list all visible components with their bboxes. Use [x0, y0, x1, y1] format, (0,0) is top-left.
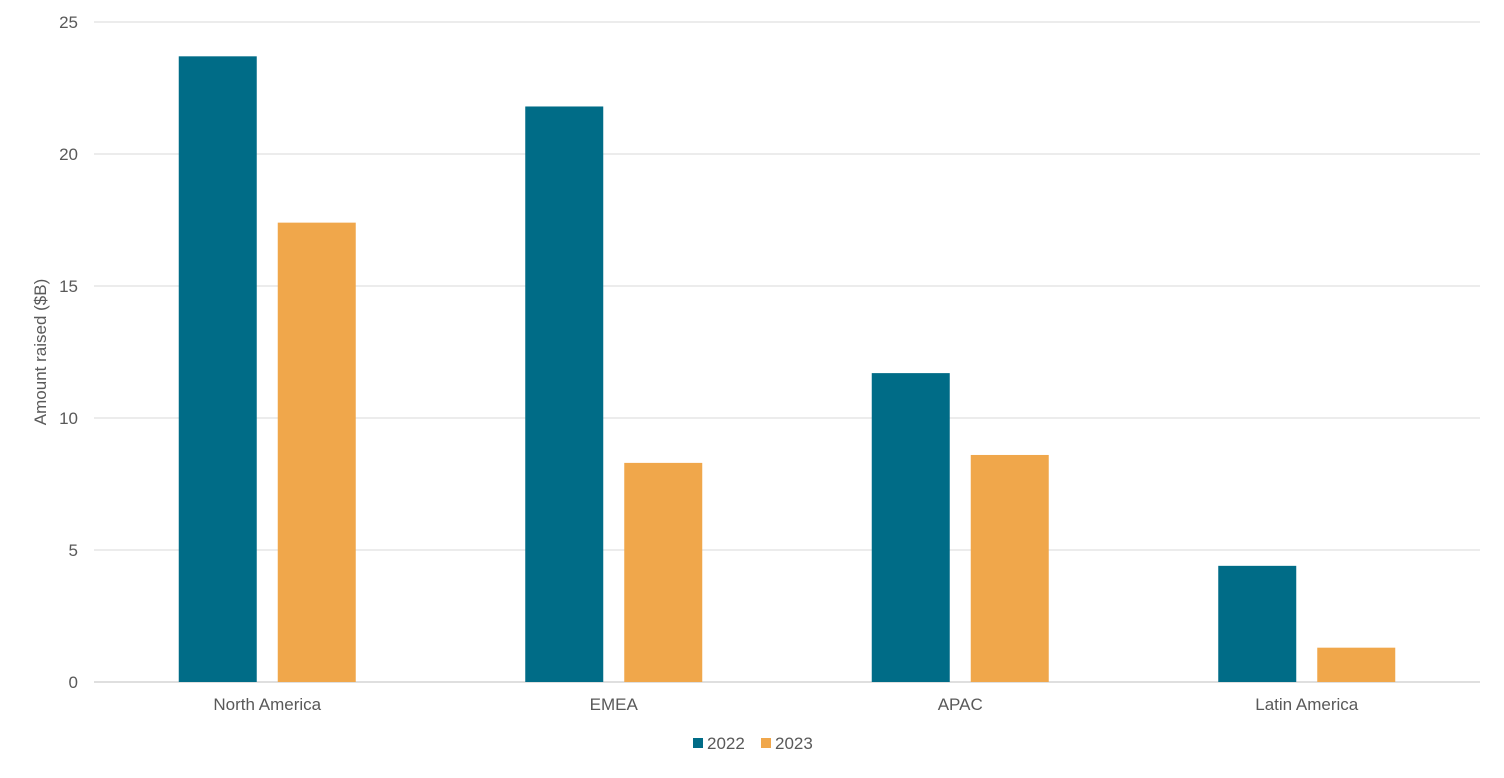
x-tick-label: North America: [213, 695, 321, 714]
legend-swatch-2023: [761, 738, 771, 748]
bar-2022: [871, 373, 950, 682]
legend-label: 2023: [775, 734, 813, 753]
bar-2022: [1218, 565, 1297, 682]
y-tick-label: 15: [59, 277, 78, 296]
legend: 2022 2023: [693, 734, 813, 753]
bar-2022: [178, 56, 257, 682]
bar-2023: [1317, 647, 1396, 682]
bars: [178, 56, 1396, 683]
y-axis-ticks: 0 5 10 15 20 25: [59, 13, 78, 692]
x-axis-ticks: North America EMEA APAC Latin America: [213, 695, 1358, 714]
bar-2023: [624, 462, 703, 682]
legend-label: 2022: [707, 734, 745, 753]
bar-2022: [525, 106, 604, 683]
bar-2023: [277, 222, 356, 682]
y-tick-label: 5: [69, 541, 78, 560]
y-tick-label: 25: [59, 13, 78, 32]
y-tick-label: 20: [59, 145, 78, 164]
legend-swatch-2022: [693, 738, 703, 748]
x-tick-label: APAC: [938, 695, 983, 714]
x-tick-label: EMEA: [590, 695, 639, 714]
y-axis-label: Amount raised ($B): [31, 279, 50, 425]
y-tick-label: 0: [69, 673, 78, 692]
bar-2023: [970, 454, 1049, 682]
y-tick-label: 10: [59, 409, 78, 428]
x-tick-label: Latin America: [1255, 695, 1359, 714]
